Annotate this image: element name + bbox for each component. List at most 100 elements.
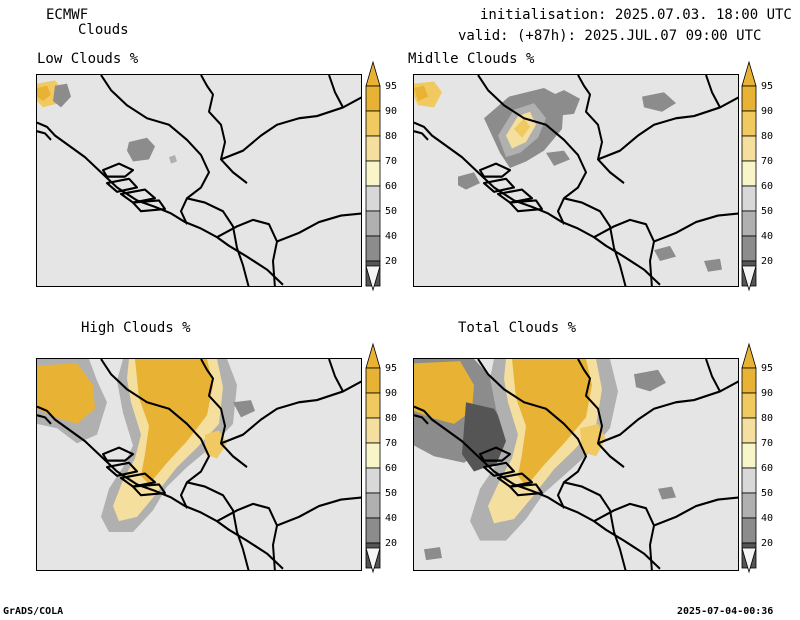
boundary-line: [597, 380, 738, 445]
cbar-total-tick-95: 95: [761, 363, 774, 374]
cbar-high-tick-95: 95: [385, 363, 398, 374]
cbar-low-tick-80: 80: [385, 131, 398, 142]
model-label: ECMWF: [46, 7, 89, 23]
cbar-total-tick-50: 50: [761, 488, 774, 499]
cbar-low-tick-70: 70: [385, 156, 398, 167]
cbar-middle-tick-90: 90: [761, 106, 774, 117]
boundary-line: [414, 405, 661, 570]
cbar-middle-tick-95: 95: [761, 81, 774, 92]
boundary-line: [593, 218, 655, 286]
footer-timestamp: 2025-07-04-00:36: [677, 606, 774, 617]
cbar-middle-tick-60: 60: [761, 181, 774, 192]
boundary-line: [705, 359, 721, 392]
boundary-line: [186, 197, 250, 286]
boundary-line: [120, 188, 156, 204]
valid-time: valid: (+87h): 2025.JUL.07 09:00 UTC: [458, 28, 762, 44]
boundary-line: [653, 212, 738, 243]
cbar-total-tick-20: 20: [761, 538, 774, 549]
boundary-line: [102, 446, 134, 462]
cbar-middle-tick-50: 50: [761, 206, 774, 217]
boundary-line: [563, 197, 627, 286]
cbar-middle-tick-70: 70: [761, 156, 774, 167]
boundary-line: [220, 96, 361, 161]
boundary-line: [414, 130, 429, 141]
cbar-high-tick-60: 60: [385, 463, 398, 474]
boundary-line: [120, 472, 156, 488]
boundary-line: [216, 502, 278, 570]
panel-title-high: High Clouds %: [81, 320, 191, 336]
boundary-line: [276, 212, 361, 243]
product-label: Clouds: [78, 22, 129, 38]
boundary-line: [414, 414, 429, 425]
boundary-line: [477, 75, 587, 225]
boundary-line: [37, 121, 284, 286]
boundary-line: [497, 472, 533, 488]
cbar-low-tick-40: 40: [385, 231, 398, 242]
boundary-line: [200, 359, 248, 469]
colorbar-low: 95 90 80 70 60 50 40 20: [363, 60, 397, 292]
cbar-low-tick-20: 20: [385, 256, 398, 267]
boundary-line: [37, 405, 284, 570]
boundary-line: [106, 177, 138, 193]
colorbar-middle-swatches: [741, 60, 757, 292]
map-high-clouds: [36, 358, 362, 571]
boundary-line: [483, 177, 515, 193]
cbar-low-tick-90: 90: [385, 106, 398, 117]
panel-title-total: Total Clouds %: [458, 320, 577, 336]
boundary-line: [200, 75, 248, 185]
panel-title-middle: Midlle Clouds %: [408, 51, 535, 67]
boundary-line: [593, 502, 655, 570]
boundary-line: [597, 96, 738, 161]
cbar-middle-tick-20: 20: [761, 256, 774, 267]
panel-title-low: Low Clouds %: [37, 51, 139, 67]
cbar-high-tick-40: 40: [385, 513, 398, 524]
boundary-line: [37, 414, 52, 425]
cbar-high-tick-70: 70: [385, 438, 398, 449]
boundary-line: [563, 481, 627, 570]
map-total-clouds: [413, 358, 739, 571]
cbar-high-tick-80: 80: [385, 413, 398, 424]
cbar-low-tick-50: 50: [385, 206, 398, 217]
boundary-line: [132, 483, 166, 497]
boundary-line: [100, 359, 210, 509]
boundary-line: [509, 199, 543, 213]
cbar-middle-tick-80: 80: [761, 131, 774, 142]
total-clouds-field: [414, 359, 738, 570]
boundary-line: [577, 75, 625, 185]
boundary-line: [106, 461, 138, 477]
cbar-low-tick-95: 95: [385, 81, 398, 92]
boundary-line: [705, 75, 721, 108]
boundary-line: [220, 380, 361, 445]
cbar-total-tick-60: 60: [761, 463, 774, 474]
cbar-total-tick-90: 90: [761, 388, 774, 399]
boundary-line: [328, 359, 344, 392]
boundary-line: [479, 162, 511, 178]
colorbar-total-swatches: [741, 342, 757, 574]
cbar-total-tick-40: 40: [761, 513, 774, 524]
boundary-line: [186, 481, 250, 570]
colorbar-high-swatches: [365, 342, 381, 574]
colorbar-middle: 95 90 80 70 60 50 40 20: [739, 60, 773, 292]
cbar-high-tick-90: 90: [385, 388, 398, 399]
boundary-line: [37, 130, 52, 141]
boundary-line: [132, 199, 166, 213]
low-clouds-field: [37, 75, 361, 286]
cbar-total-tick-80: 80: [761, 413, 774, 424]
cbar-middle-tick-40: 40: [761, 231, 774, 242]
init-time: initialisation: 2025.07.03. 18:00 UTC: [480, 7, 792, 23]
map-middle-clouds: [413, 74, 739, 287]
colorbar-total: 95 90 80 70 60 50 40 20: [739, 342, 773, 574]
boundary-line: [276, 496, 361, 527]
cbar-total-tick-70: 70: [761, 438, 774, 449]
boundary-line: [577, 359, 625, 469]
cbar-high-tick-20: 20: [385, 538, 398, 549]
colorbar-high: 95 90 80 70 60 50 40 20: [363, 342, 397, 574]
boundary-line: [653, 496, 738, 527]
middle-clouds-field: [414, 75, 738, 286]
colorbar-low-swatches: [365, 60, 381, 292]
cbar-high-tick-50: 50: [385, 488, 398, 499]
high-clouds-field: [37, 359, 361, 570]
footer-software: GrADS/COLA: [3, 606, 64, 617]
boundary-line: [216, 218, 278, 286]
boundary-line: [483, 461, 515, 477]
